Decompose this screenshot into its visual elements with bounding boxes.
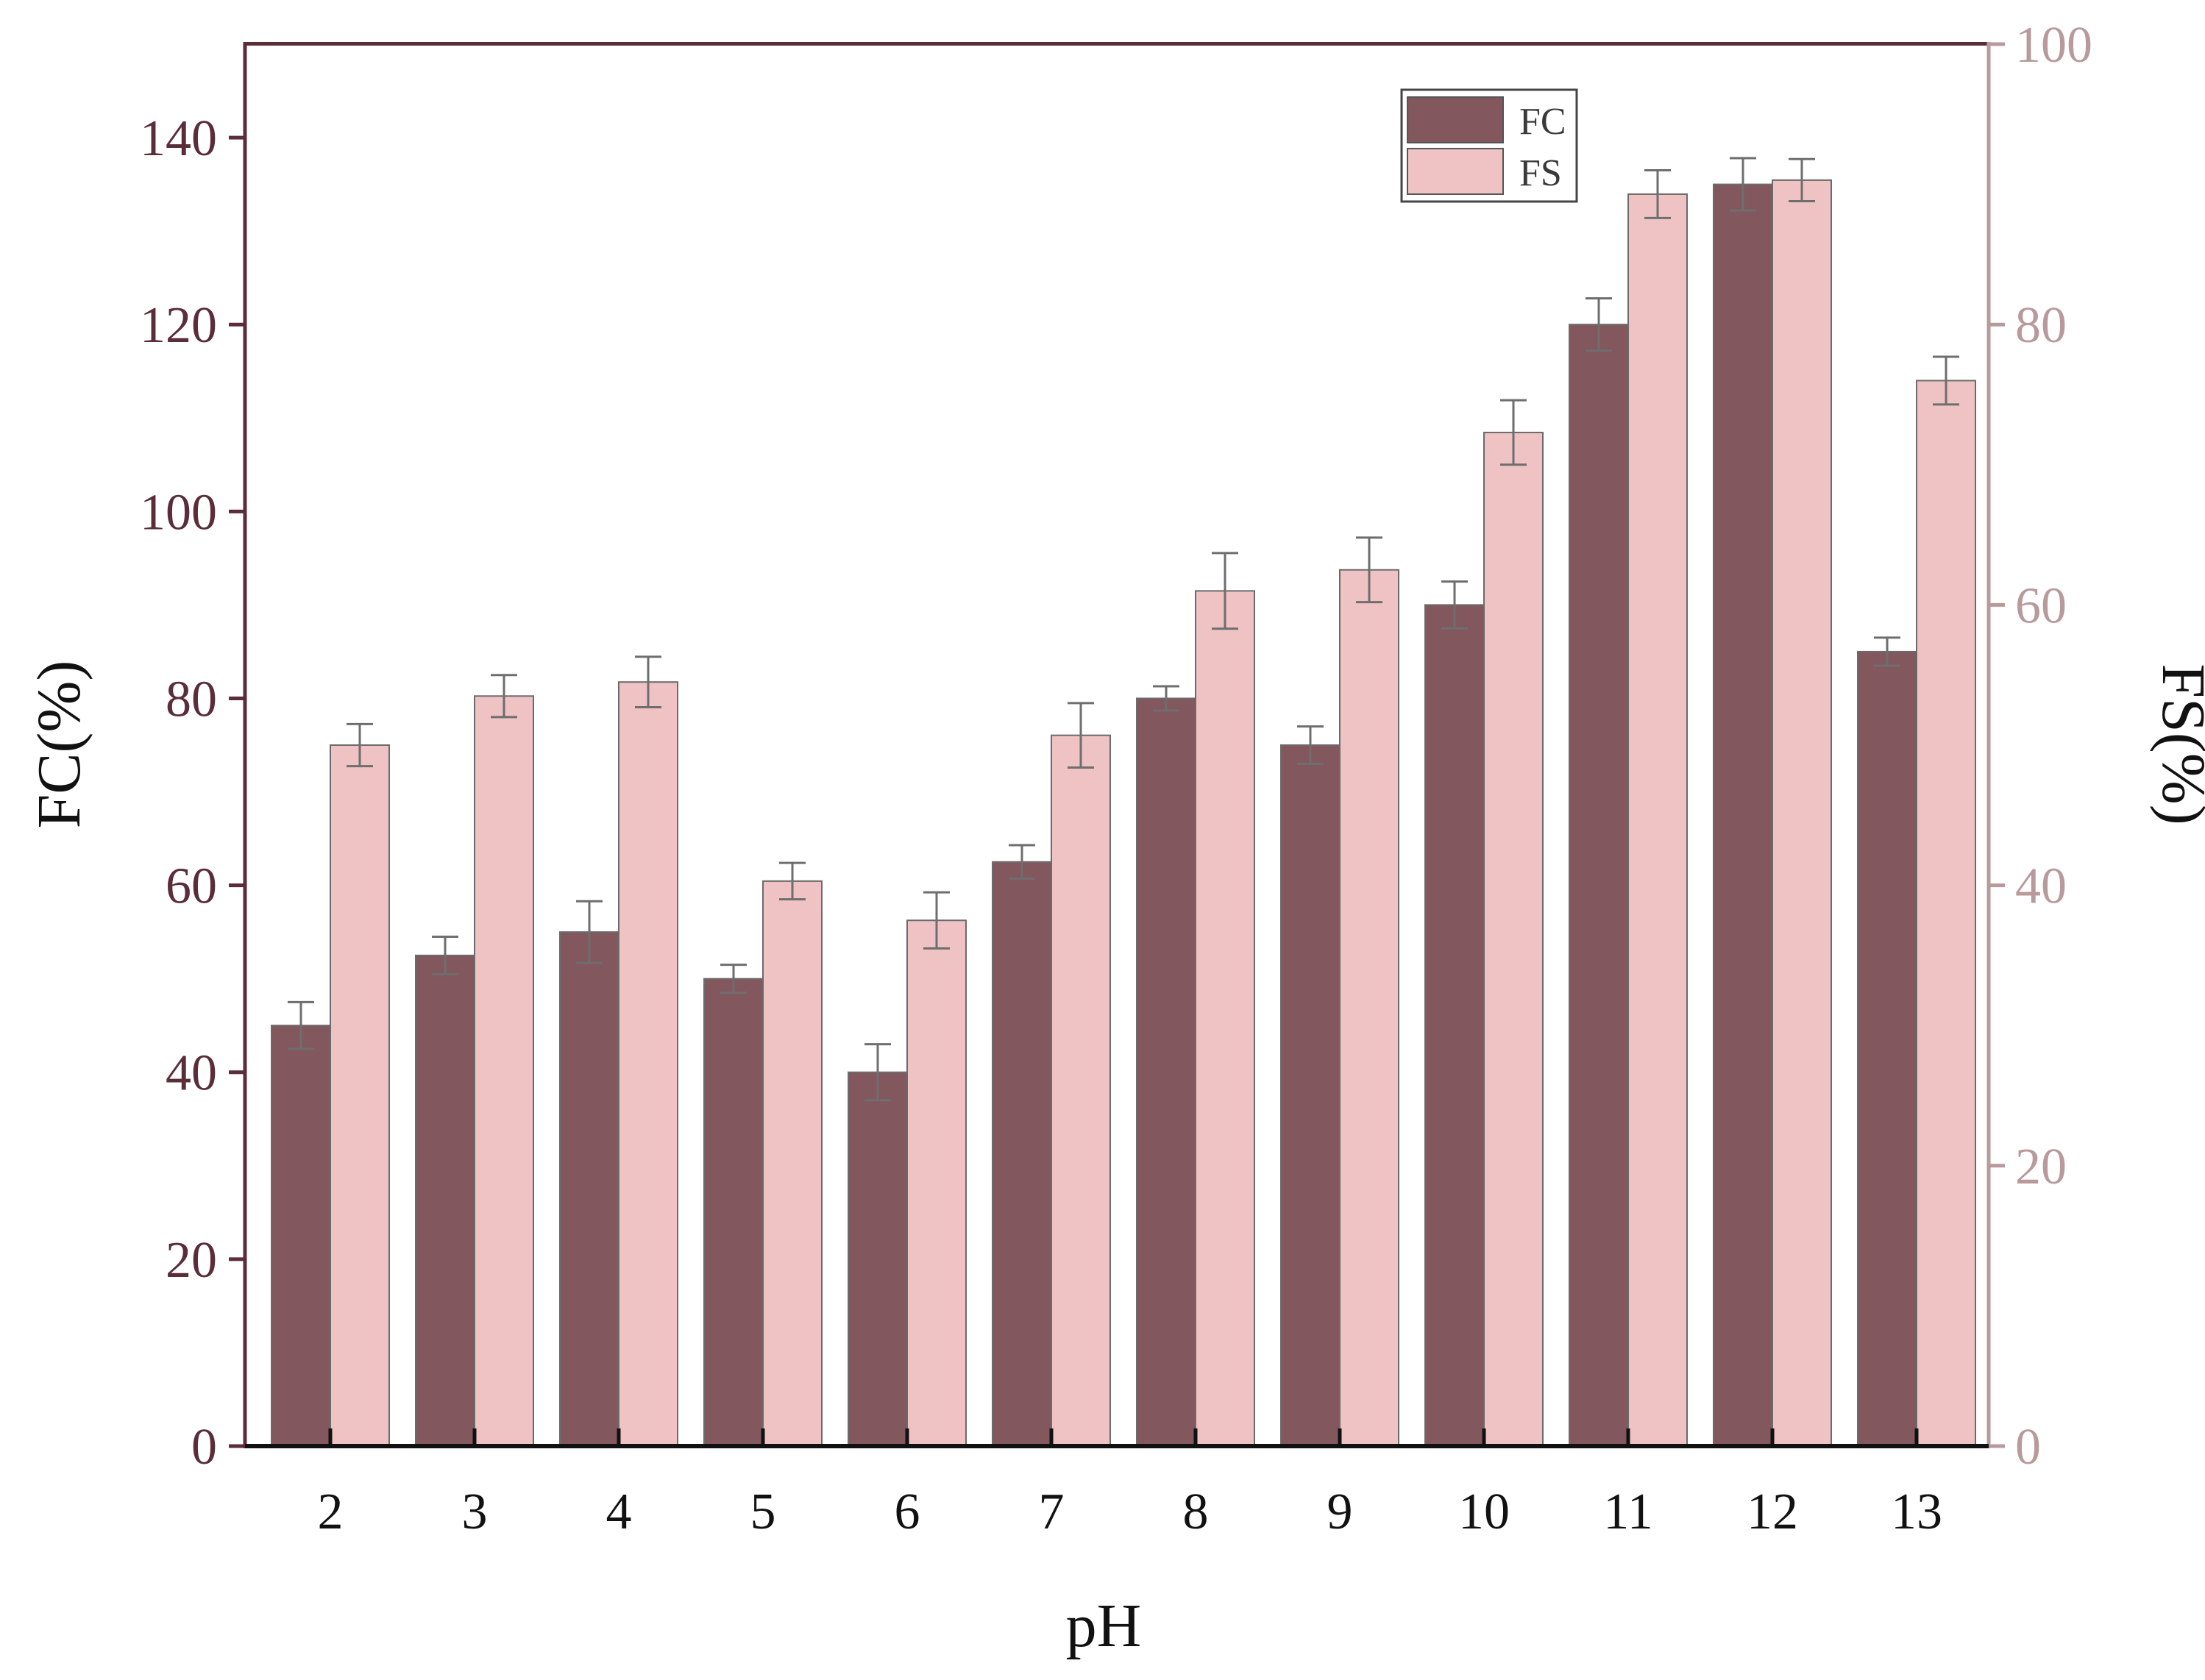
bar-fs-ph-11 [1627,193,1688,1447]
legend-swatch-fc [1407,96,1504,143]
error-bar-fs-ph-11 [1644,169,1671,219]
plot-area [245,42,1989,46]
error-bar-fs-ph-12 [1789,157,1815,202]
bar-fs-ph-10 [1483,431,1544,1447]
error-bar-fs-ph-10 [1500,399,1527,466]
error-bar-fc-ph-11 [1586,297,1612,352]
legend: FC FS [1400,88,1578,203]
x-tick-label: 2 [318,1484,344,1540]
x-tick-label: 12 [1747,1484,1798,1540]
x-tick-label: 7 [1039,1484,1065,1540]
y-tick-label-left: 40 [166,1045,217,1102]
legend-label-fs: FS [1519,152,1562,194]
error-bar-fs-ph-2 [347,722,373,768]
error-bar-fs-ph-13 [1933,355,1959,406]
x-tick-label: 11 [1603,1484,1652,1540]
error-bar-fc-ph-13 [1874,636,1900,667]
error-bar-fc-ph-6 [864,1043,891,1102]
x-tick-label: 10 [1458,1484,1510,1540]
bar-fc-ph-4 [559,931,619,1447]
error-bar-fs-ph-3 [491,674,517,719]
x-tick-label: 4 [606,1484,632,1540]
bar-fs-ph-8 [1195,590,1255,1448]
y-tick-label-right: 20 [2015,1139,2067,1195]
y-tick-label-left: 20 [166,1232,217,1289]
legend-label-fc: FC [1519,101,1566,143]
bar-fc-ph-10 [1424,604,1485,1447]
bar-fc-ph-9 [1280,744,1341,1447]
bars-layer [271,179,1976,1448]
error-bar-fc-ph-5 [720,964,747,994]
y-tick-label-left: 100 [140,484,217,541]
bar-fs-ph-13 [1916,380,1976,1448]
x-axis-title: pH [1066,1592,1142,1660]
bar-fc-ph-12 [1713,183,1773,1448]
error-bar-fc-ph-2 [288,1000,314,1050]
error-bar-fc-ph-10 [1441,580,1468,630]
bar-fs-ph-9 [1339,569,1399,1447]
axes-layer: 0 20 40 60 80 100 120 140 0 20 40 60 80 100 2 3 4 5 6 7 8 9 10… [25,17,2205,1660]
y-axis-left-title: FC(%) [25,661,93,829]
error-bar-fs-ph-8 [1212,552,1238,630]
y-tick-label-left: 60 [166,858,217,915]
error-bar-fs-ph-6 [923,891,950,950]
y-tick-label-right: 40 [2015,858,2067,915]
bar-fs-ph-5 [762,880,823,1447]
error-bar-fc-ph-7 [1009,844,1035,880]
y-tick-label-right: 100 [2015,17,2092,74]
bar-fc-ph-8 [1136,697,1196,1447]
error-bar-fc-ph-9 [1297,725,1324,765]
y-tick-label-right: 80 [2015,297,2067,354]
x-tick-label: 9 [1327,1484,1353,1540]
bar-fc-ph-13 [1857,650,1917,1447]
y-tick-label-left: 140 [140,110,217,167]
error-bar-fc-ph-3 [432,935,458,975]
y-tick-label-left: 80 [166,671,217,727]
bar-fs-ph-6 [906,919,967,1447]
error-bar-fs-ph-9 [1356,536,1382,604]
bar-fc-ph-11 [1569,324,1629,1448]
bar-fc-ph-5 [703,978,764,1447]
bar-fc-ph-3 [415,954,475,1447]
error-bar-fc-ph-8 [1153,685,1179,712]
y-tick-label-right: 0 [2015,1419,2041,1476]
x-tick-label: 5 [750,1484,776,1540]
legend-swatch-fs [1407,148,1504,195]
plot-frame-top [245,42,1989,46]
bar-fs-ph-2 [330,744,390,1447]
y-axis-right-title: FS(%) [2149,663,2205,825]
error-bar-fc-ph-12 [1730,157,1756,212]
bar-fs-ph-7 [1051,734,1111,1447]
error-bar-fs-ph-5 [779,861,806,901]
error-bar-fs-ph-7 [1068,702,1094,769]
error-bars-layer [288,157,1959,1102]
x-tick-label: 6 [895,1484,920,1540]
y-tick-label-right: 60 [2015,577,2067,634]
y-tick-label-left: 0 [191,1419,217,1476]
x-tick-label: 8 [1183,1484,1209,1540]
x-tick-label: 13 [1891,1484,1942,1540]
error-bar-fs-ph-4 [635,655,661,709]
bar-fc-ph-2 [271,1025,331,1447]
bar-fs-ph-4 [618,681,678,1447]
error-bar-fc-ph-4 [576,900,603,964]
bar-fc-ph-6 [848,1071,908,1447]
y-tick-label-left: 120 [140,297,217,354]
bar-fs-ph-12 [1772,179,1832,1448]
bar-fc-ph-7 [992,861,1052,1448]
bar-fs-ph-3 [474,695,534,1447]
x-tick-label: 3 [462,1484,488,1540]
